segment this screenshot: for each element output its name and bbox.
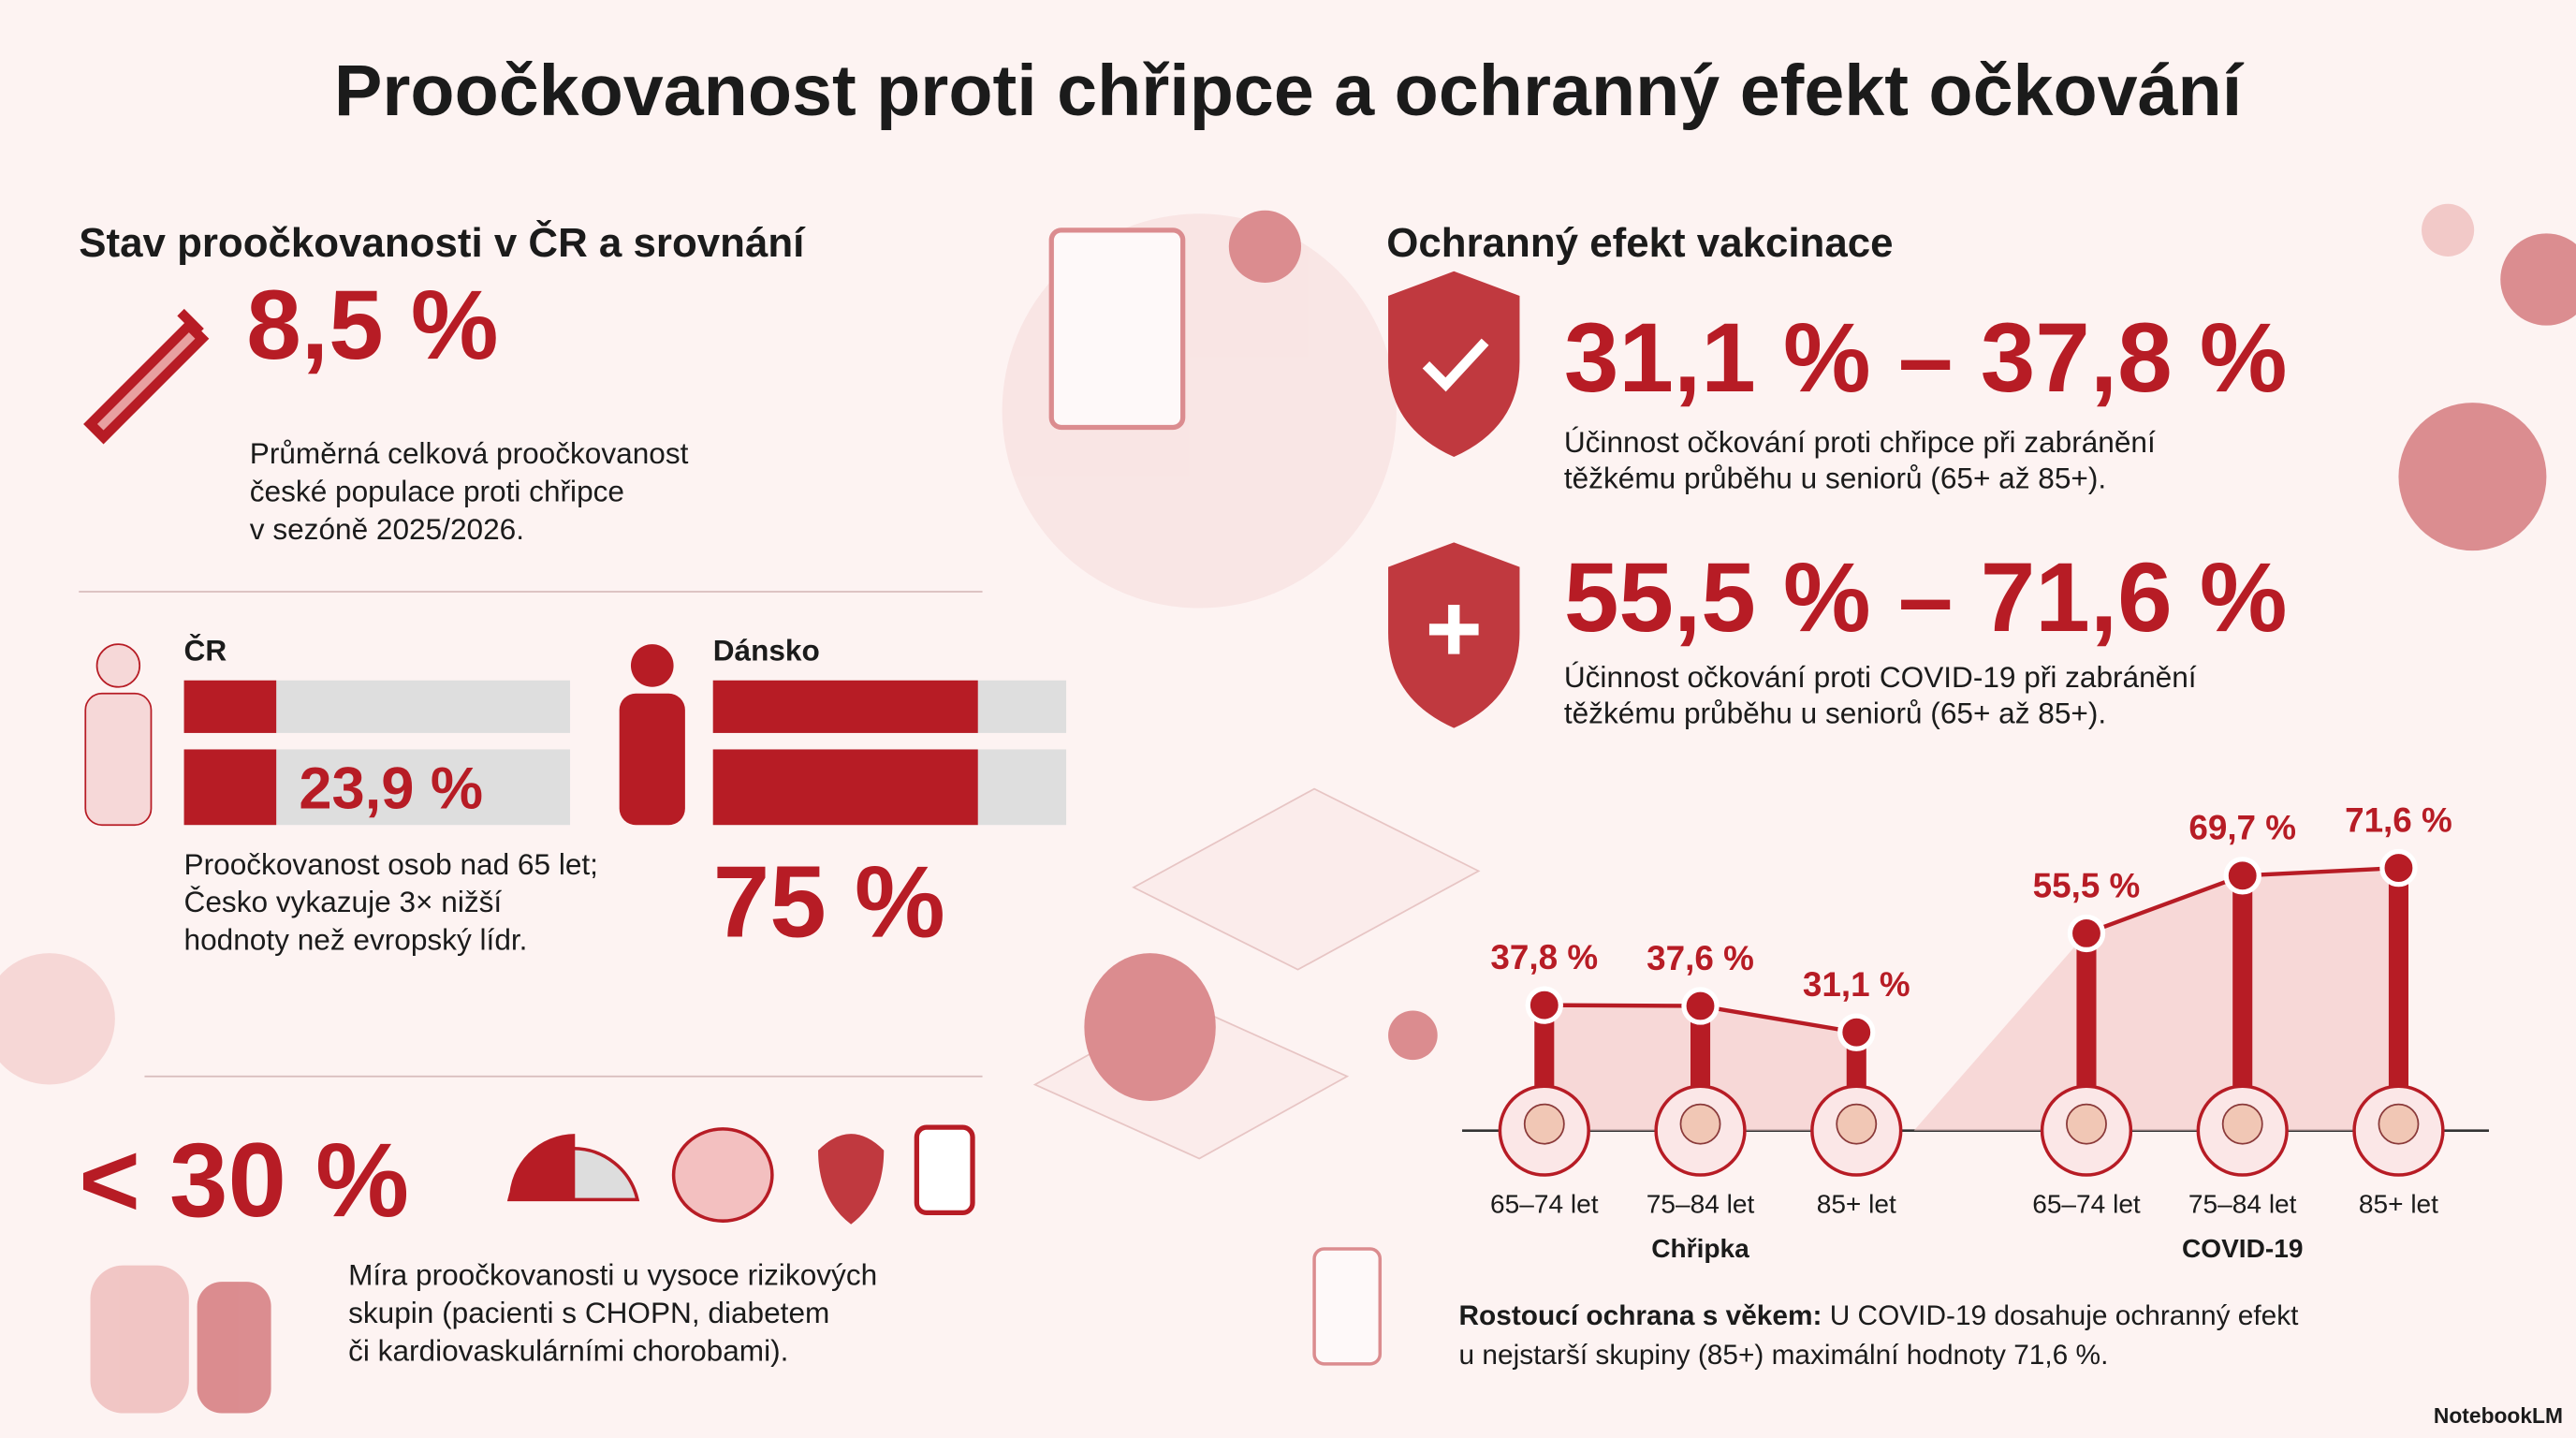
bar — [183, 749, 277, 826]
note-bold: Rostoucí ochrana s věkem: — [1459, 1300, 1822, 1331]
avatar-face — [1523, 1103, 1565, 1145]
bar — [183, 680, 277, 733]
category-label: 65–74 let — [1490, 1189, 1599, 1218]
group-label: Chřipka — [1651, 1234, 1749, 1263]
risk-value: < 30 % — [79, 1121, 409, 1239]
text-line: Míra proočkovanosti u vysoce rizikových — [348, 1258, 877, 1292]
text-line: skupin (pacienti s CHOPN, diabetem — [348, 1296, 829, 1329]
text-line: Česko vykazuje 3× nižší — [184, 885, 503, 918]
comparison-text: Proočkovanost osob nad 65 let; Česko vyka… — [184, 847, 598, 957]
value-label: 37,8 % — [1490, 938, 1598, 976]
category-label: 85+ let — [2359, 1189, 2438, 1218]
lollipop-head — [1681, 987, 1720, 1025]
right-heading: Ochranný efekt vakcinace — [1386, 220, 1893, 266]
syringe-icon — [83, 308, 210, 445]
lollipop-head — [1525, 986, 1563, 1024]
effect-chart: 37,8 % 65–74 let 37,6 % 75–84 let 31,1 % 85+ … — [1490, 800, 2452, 1262]
value-label: 69,7 % — [2188, 809, 2296, 847]
text-line: v sezóně 2025/2026. — [250, 512, 524, 546]
cz-label: ČR — [184, 634, 227, 668]
value-label: 71,6 % — [2345, 800, 2452, 839]
note: Rostoucí ochrana s věkem: U COVID-19 dos… — [1459, 1300, 2300, 1331]
text-line: těžkému průběhu u seniorů (65+ až 85+). — [1564, 696, 2106, 729]
dk-value: 75 % — [713, 845, 945, 960]
person-icon — [619, 644, 685, 826]
text-line: Účinnost očkování proti COVID-19 při zab… — [1564, 660, 2197, 694]
text-line: Průměrná celková proočkovanost — [250, 436, 689, 470]
category-label: 85+ let — [1817, 1189, 1896, 1218]
value-label: 31,1 % — [1803, 965, 1910, 1004]
covid-text: Účinnost očkování proti COVID-19 při zab… — [1564, 660, 2197, 730]
value-label: 55,5 % — [2033, 866, 2141, 904]
lollipop-head — [2379, 848, 2418, 888]
text-line: či kardiovaskulárními chorobami). — [348, 1333, 788, 1367]
text-line: české populace proti chřipce — [250, 474, 624, 507]
category-label: 65–74 let — [2032, 1189, 2141, 1218]
category-label: 75–84 let — [1647, 1189, 1755, 1218]
avatar-face — [2378, 1103, 2420, 1145]
illustration — [0, 203, 2576, 1414]
title: Proočkovanost proti chřipce a ochranný e… — [334, 51, 2245, 131]
note: u nejstarší skupiny (85+) maximální hodn… — [1459, 1340, 2109, 1371]
shield-icon — [1388, 271, 1520, 458]
lollipop-stem — [2388, 868, 2408, 1131]
lollipop-head — [2223, 857, 2261, 895]
text-line: těžkému průběhu u seniorů (65+ až 85+). — [1564, 461, 2106, 494]
lollipop-head — [2067, 914, 2106, 953]
lollipop-stem — [2232, 875, 2253, 1131]
text-line: Proočkovanost osob nad 65 let; — [184, 847, 598, 881]
left-heading: Stav proočkovanosti v ČR a srovnání — [79, 218, 806, 266]
note-text: U COVID-19 dosahuje ochranný efekt — [1830, 1300, 2299, 1331]
bar — [712, 680, 978, 733]
dk-label: Dánsko — [713, 634, 820, 668]
overall-value: 8,5 % — [246, 271, 498, 380]
cz-value: 23,9 % — [299, 756, 483, 822]
influenza-text: Účinnost očkování proti chřipce při zabr… — [1564, 425, 2156, 495]
group-label: COVID-19 — [2182, 1234, 2304, 1263]
text-line: hodnoty než evropský lídr. — [184, 923, 528, 957]
area — [1913, 868, 2399, 1131]
person-icon — [84, 643, 153, 827]
risk-icons — [506, 1124, 975, 1225]
bar — [712, 749, 978, 826]
avatar-face — [1836, 1103, 1878, 1145]
shield-icon — [1388, 542, 1520, 728]
overall-text: Průměrná celková proočkovanost české popu… — [250, 436, 689, 546]
text-line: Účinnost očkování proti chřipce při zabr… — [1564, 425, 2156, 459]
covid-range: 55,5 % – 71,6 % — [1564, 543, 2288, 653]
avatar-face — [2221, 1103, 2263, 1145]
lollipop-head — [1837, 1013, 1876, 1051]
avatar-face — [1679, 1103, 1721, 1145]
comparison-bars — [183, 680, 1067, 826]
category-label: 75–84 let — [2188, 1189, 2297, 1218]
footer: NotebookLM — [2434, 1403, 2563, 1428]
lollipop-stem — [2076, 932, 2097, 1131]
influenza-range: 31,1 % – 37,8 % — [1564, 303, 2288, 413]
risk-text: Míra proočkovanosti u vysoce rizikových s… — [348, 1258, 877, 1368]
avatar-face — [2066, 1103, 2107, 1145]
value-label: 37,6 % — [1647, 939, 1754, 977]
